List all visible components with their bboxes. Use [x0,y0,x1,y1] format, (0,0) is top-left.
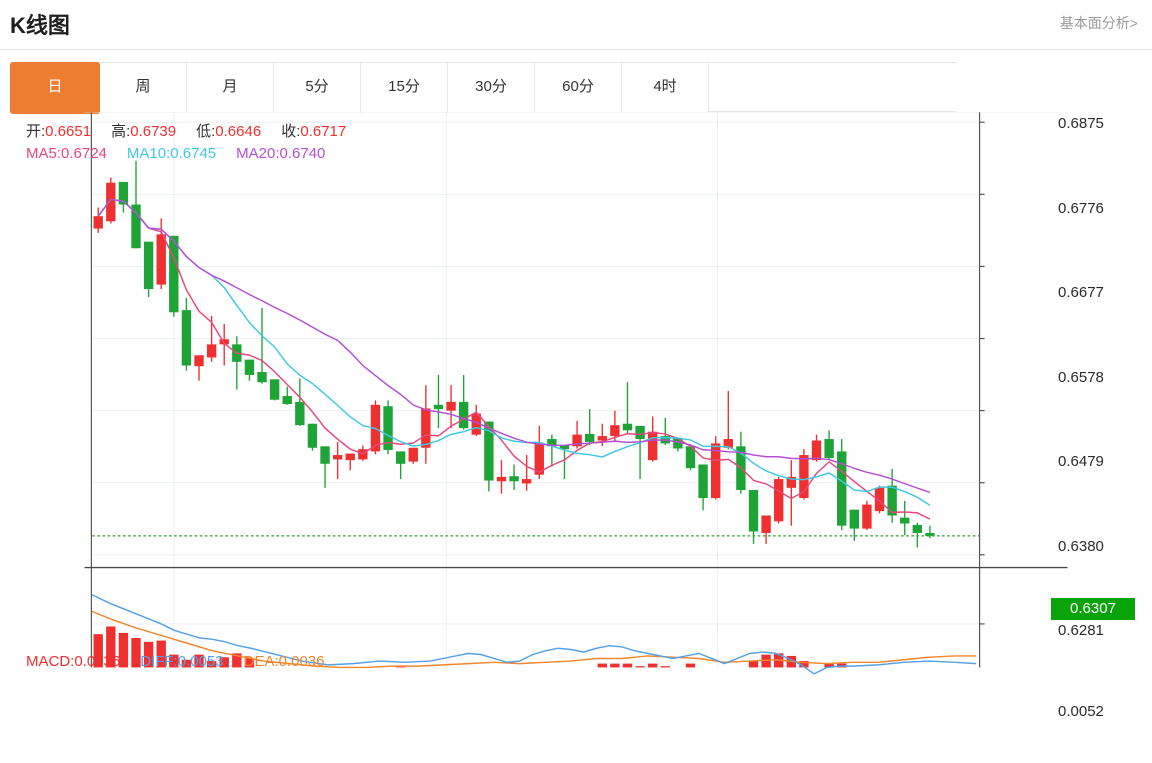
current-price-badge: 0.6307 [1051,597,1135,620]
legend-item: 低:0.6646 [196,123,262,140]
ma5-line [97,198,931,520]
chart-area[interactable]: 开:0.6651 高:0.6739 低:0.6646 收:0.6717 MA5:0.6… [0,112,1152,763]
legend-item: MA10:0.6745 [126,145,217,162]
diff-line [91,593,977,675]
ma10-line [97,198,931,506]
y-axis-tick-label: 0.6578 [1058,368,1104,386]
dea-line [91,610,977,669]
ma20-line [97,198,931,494]
legend-item: DEA:0.0036 [243,653,325,670]
fundamental-analysis-link[interactable]: 基本面分析> [1059,15,1138,31]
tab-4时[interactable]: 4时 [622,63,709,113]
macd-legend: MACD:0.0036 DIFF:0.0053 DEA:0.0036 [26,653,345,670]
y-axis-tick-label: 0.6776 [1058,199,1104,217]
legend-item: MACD:0.0036 [26,653,121,670]
y-axis-tick-label: 0.6281 [1058,622,1104,639]
tab-60分[interactable]: 60分 [535,63,622,113]
legend-item: DIFF:0.0053 [140,653,224,670]
tab-月[interactable]: 月 [187,63,274,113]
legend-item: 收:0.6717 [281,123,347,140]
y-axis-tick-label: 0.6677 [1058,284,1104,301]
candles [93,160,935,548]
gridlines [91,112,980,668]
tab-周[interactable]: 周 [100,63,187,113]
candlestick-macd-chart[interactable] [0,112,1152,763]
ohlc-legend: 开:0.6651 高:0.6739 低:0.6646 收:0.6717 [26,120,366,141]
macd-axis-label: 0.0052 [1058,703,1104,720]
tab-30分[interactable]: 30分 [448,63,535,113]
legend-item: MA5:0.6724 [26,145,107,162]
y-axis-tick-label: 0.6875 [1058,115,1104,132]
legend-item: MA20:0.6740 [236,145,326,162]
legend-item: 开:0.6651 [26,123,92,140]
tab-15分[interactable]: 15分 [361,63,448,113]
page-title: K线图 [10,13,70,38]
interval-tabs: 日周月 5分 15分 30分 60分 4时 [10,62,956,114]
tab-5分[interactable]: 5分 [274,63,361,113]
macd-pane [91,593,977,675]
legend-item: 高:0.6739 [111,123,177,140]
y-axis-tick-label: 0.6380 [1058,537,1104,555]
y-axis-tick-label: 0.6479 [1058,453,1104,470]
title-divider [0,49,1152,50]
tab-日[interactable]: 日 [10,62,100,114]
ma-legend: MA5:0.6724 MA10:0.6745 MA20:0.6740 [26,145,345,162]
